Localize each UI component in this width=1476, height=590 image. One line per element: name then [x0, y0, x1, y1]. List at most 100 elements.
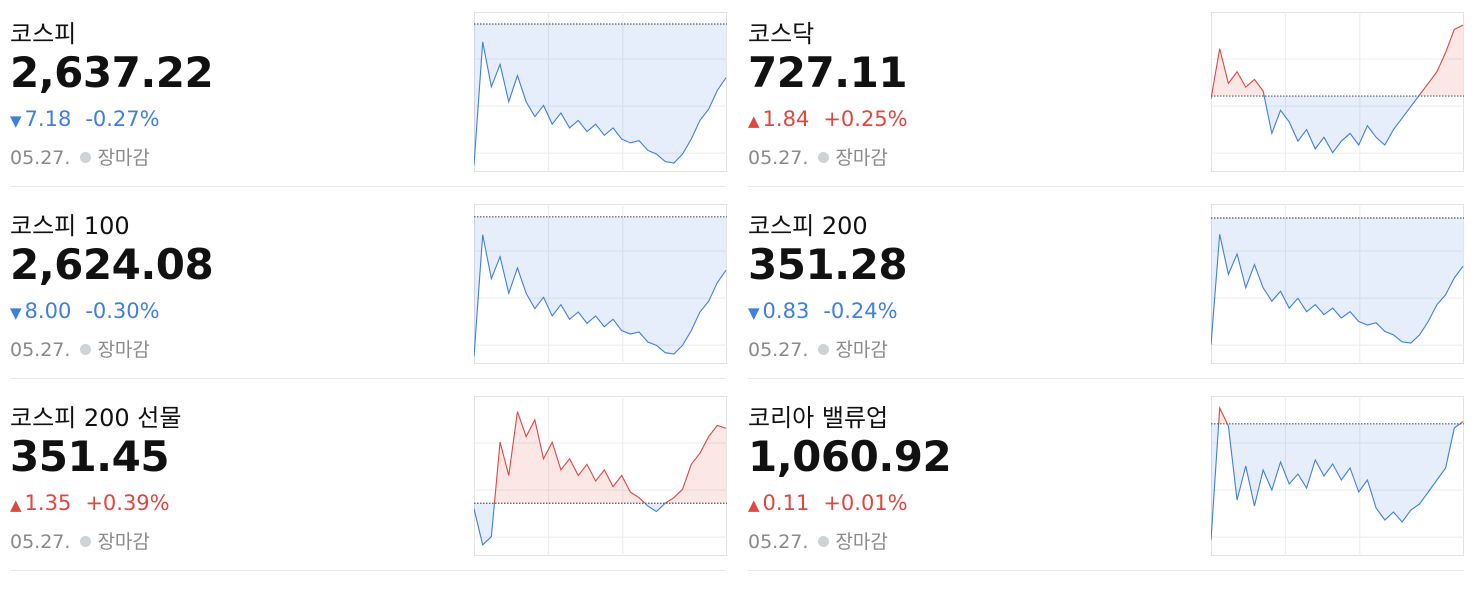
divider: [748, 378, 1464, 379]
index-value: 1,060.92: [748, 432, 952, 481]
divider: [10, 570, 726, 571]
divider: [10, 378, 726, 379]
line: [493, 411, 727, 504]
change-amount: 0.83: [762, 299, 810, 323]
date-row: 05.27. 장마감: [10, 527, 150, 554]
area: [474, 503, 666, 545]
change-amount: 7.18: [24, 107, 72, 131]
status-dot: [80, 152, 92, 163]
index-value: 2,637.22: [10, 48, 214, 97]
divider: [748, 570, 1464, 571]
chart-frame: [474, 12, 727, 172]
divider: [10, 186, 726, 187]
index-card: 코스피 2,637.22 ▼ 7.18 -0.27% 05.27. 장마감: [10, 0, 727, 192]
sparkline: [474, 396, 727, 556]
status-dot: [818, 536, 830, 547]
area: [1211, 423, 1463, 540]
area: [474, 23, 726, 166]
index-value: 2,624.08: [10, 240, 214, 289]
chart-frame: [474, 396, 727, 556]
index-value: 351.28: [748, 240, 908, 289]
change-percent: +0.39%: [85, 491, 170, 515]
status-dot: [818, 152, 830, 163]
date: 05.27.: [10, 339, 71, 361]
area: [1211, 96, 1463, 153]
change: ▲ 0.11 +0.01%: [748, 491, 922, 515]
date: 05.27.: [10, 531, 71, 553]
index-name: 코리아 밸류업: [748, 404, 889, 432]
index-value: 727.11: [748, 48, 908, 97]
change: ▼ 7.18 -0.27%: [10, 107, 174, 131]
change-arrow: ▲: [748, 112, 760, 130]
change-arrow: ▲: [10, 496, 22, 514]
market-status: 장마감: [835, 147, 888, 169]
market-status: 장마감: [97, 531, 150, 553]
index-card: 코스피 200 선물 351.45 ▲ 1.35 +0.39% 05.27. 장마감: [10, 384, 727, 576]
change-percent: -0.24%: [823, 299, 898, 323]
date-row: 05.27. 장마감: [748, 143, 888, 170]
date-row: 05.27. 장마감: [10, 335, 150, 362]
area: [474, 216, 726, 357]
sparkline: [1211, 12, 1464, 172]
index-name: 코스피 200: [748, 212, 868, 240]
sparkline: [1211, 396, 1464, 556]
line: [474, 234, 727, 357]
sparkline: [1211, 204, 1464, 364]
chart-frame: [474, 204, 727, 364]
sparkline: [474, 204, 727, 364]
date: 05.27.: [748, 147, 809, 169]
change-arrow: ▼: [748, 304, 760, 322]
change-arrow: ▼: [10, 112, 22, 130]
status-dot: [80, 536, 92, 547]
line: [474, 41, 727, 166]
chart-frame: [1211, 204, 1464, 364]
change-percent: -0.30%: [85, 299, 160, 323]
date-row: 05.27. 장마감: [748, 335, 888, 362]
change-arrow: ▼: [10, 304, 22, 322]
index-name: 코스피 100: [10, 212, 130, 240]
area: [474, 411, 726, 504]
index-card: 코스피 200 351.28 ▼ 0.83 -0.24% 05.27. 장마감: [748, 192, 1464, 384]
line: [1211, 423, 1461, 541]
date: 05.27.: [10, 147, 71, 169]
index-card: 코스닥 727.11 ▲ 1.84 +0.25% 05.27. 장마감: [748, 0, 1464, 192]
change-arrow: ▲: [748, 496, 760, 514]
chart-frame: [1211, 12, 1464, 172]
chart-frame: [1211, 396, 1464, 556]
index-name: 코스닥: [748, 20, 815, 48]
index-card: 코스피 100 2,624.08 ▼ 8.00 -0.30% 05.27. 장마감: [10, 192, 727, 384]
market-status: 장마감: [97, 339, 150, 361]
change: ▲ 1.84 +0.25%: [748, 107, 922, 131]
line: [1211, 96, 1420, 154]
index-name: 코스피: [10, 20, 77, 48]
date-row: 05.27. 장마감: [10, 143, 150, 170]
change: ▼ 8.00 -0.30%: [10, 299, 174, 323]
change: ▲ 1.35 +0.39%: [10, 491, 184, 515]
line: [1211, 234, 1464, 345]
status-dot: [80, 344, 92, 355]
line: [1211, 24, 1464, 97]
index-name: 코스피 200 선물: [10, 404, 182, 432]
change-amount: 8.00: [24, 299, 72, 323]
area: [1211, 217, 1463, 345]
sparkline: [474, 12, 727, 172]
index-card: 코리아 밸류업 1,060.92 ▲ 0.11 +0.01% 05.27. 장마감: [748, 384, 1464, 576]
change-amount: 0.11: [762, 491, 810, 515]
market-status: 장마감: [97, 147, 150, 169]
date: 05.27.: [748, 339, 809, 361]
market-status: 장마감: [835, 339, 888, 361]
change-percent: +0.01%: [823, 491, 908, 515]
change: ▼ 0.83 -0.24%: [748, 299, 912, 323]
change-percent: -0.27%: [85, 107, 160, 131]
date-row: 05.27. 장마감: [748, 527, 888, 554]
index-value: 351.45: [10, 432, 170, 481]
divider: [748, 186, 1464, 187]
status-dot: [818, 344, 830, 355]
date: 05.27.: [748, 531, 809, 553]
market-status: 장마감: [835, 531, 888, 553]
area: [1211, 25, 1463, 97]
change-amount: 1.84: [762, 107, 810, 131]
change-percent: +0.25%: [823, 107, 908, 131]
change-amount: 1.35: [24, 491, 72, 515]
